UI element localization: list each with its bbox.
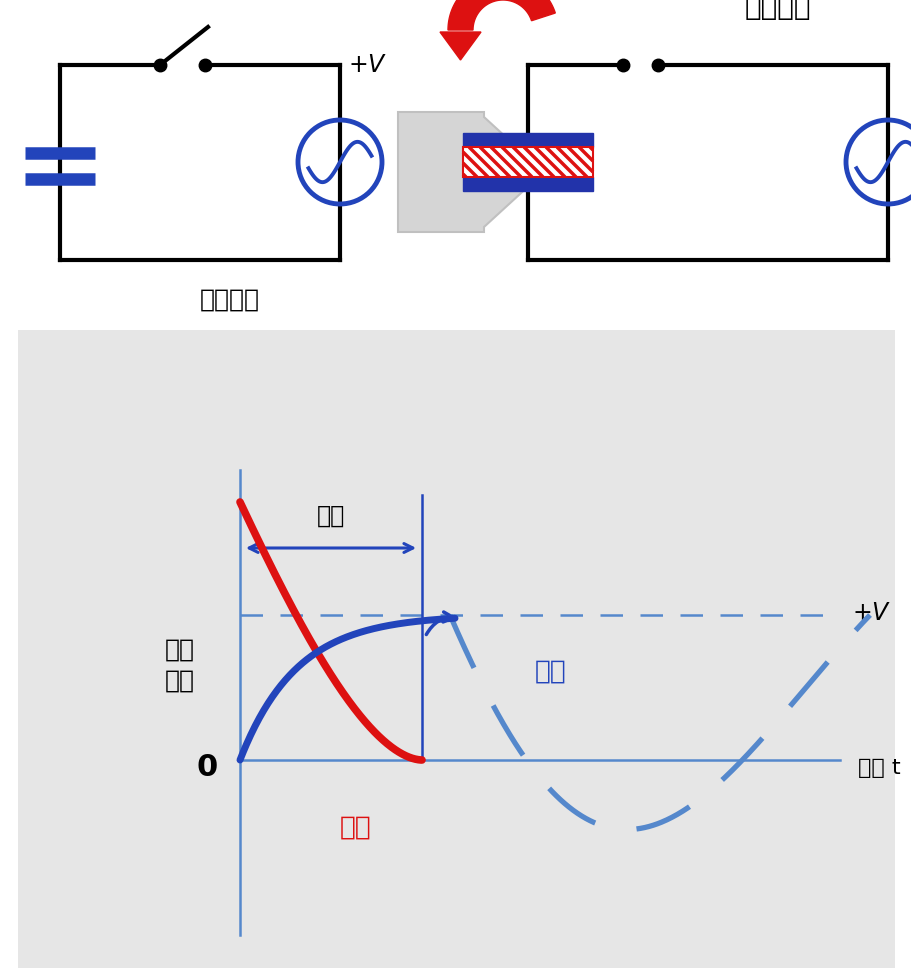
Text: $+V$: $+V$ bbox=[851, 601, 890, 625]
Text: 充電: 充電 bbox=[316, 504, 344, 528]
Text: 0: 0 bbox=[196, 754, 218, 783]
Text: 時間 t: 時間 t bbox=[857, 758, 900, 778]
Bar bbox=[463, 177, 592, 191]
Text: 交流電源: 交流電源 bbox=[200, 288, 260, 312]
Polygon shape bbox=[397, 112, 543, 232]
Polygon shape bbox=[439, 32, 480, 60]
Polygon shape bbox=[447, 0, 555, 30]
Bar bbox=[463, 133, 592, 147]
Text: 電圧: 電圧 bbox=[535, 659, 566, 685]
Text: $+V$: $+V$ bbox=[348, 53, 387, 77]
Text: 電圧
電流: 電圧 電流 bbox=[165, 638, 195, 693]
Text: 電流: 電流 bbox=[340, 815, 372, 841]
Bar bbox=[18, 330, 894, 968]
Text: 充電電流: 充電電流 bbox=[744, 0, 811, 21]
Bar bbox=[463, 147, 592, 177]
Bar bbox=[463, 147, 592, 177]
